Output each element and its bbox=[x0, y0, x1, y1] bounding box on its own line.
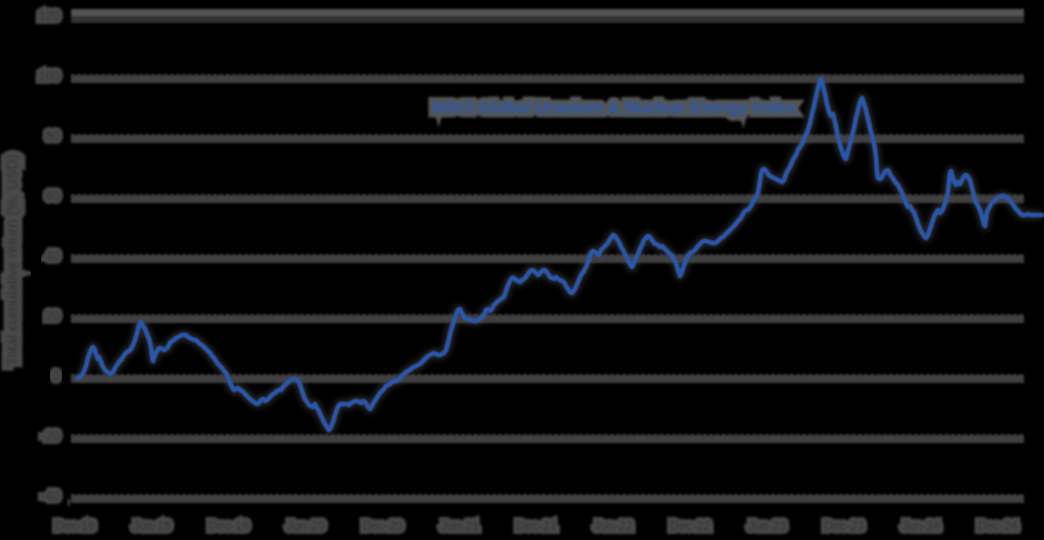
svg-text:-40: -40 bbox=[41, 489, 59, 503]
svg-text:60: 60 bbox=[46, 189, 60, 203]
svg-text:Jun-24: Jun-24 bbox=[902, 519, 940, 533]
svg-text:20: 20 bbox=[46, 309, 60, 323]
svg-text:Dec-20: Dec-20 bbox=[362, 519, 402, 533]
svg-text:Jun-22: Jun-22 bbox=[594, 519, 632, 533]
svg-text:Dec-24: Dec-24 bbox=[978, 519, 1018, 533]
svg-text:100: 100 bbox=[39, 69, 60, 83]
svg-text:MSCI Global Uranium & Nuclear: MSCI Global Uranium & Nuclear Energy Ind… bbox=[432, 98, 797, 117]
svg-text:Jun-23: Jun-23 bbox=[748, 519, 786, 533]
svg-text:Dec-23: Dec-23 bbox=[824, 519, 864, 533]
svg-text:Dec-21: Dec-21 bbox=[516, 519, 556, 533]
svg-text:Jun-22: Jun-22 bbox=[594, 519, 632, 533]
svg-text:Dec-19: Dec-19 bbox=[209, 519, 249, 533]
svg-text:40: 40 bbox=[46, 249, 60, 263]
svg-text:20: 20 bbox=[46, 309, 60, 323]
svg-text:40: 40 bbox=[46, 249, 60, 263]
svg-text:Dec-23: Dec-23 bbox=[824, 519, 864, 533]
svg-text:Dec-24: Dec-24 bbox=[978, 519, 1018, 533]
svg-text:80: 80 bbox=[46, 129, 60, 143]
svg-text:Jun-24: Jun-24 bbox=[902, 519, 940, 533]
svg-text:Total cumulative return (%, US: Total cumulative return (%, USD) bbox=[5, 154, 21, 365]
svg-text:Jun-21: Jun-21 bbox=[440, 519, 478, 533]
svg-text:Dec-22: Dec-22 bbox=[670, 519, 710, 533]
svg-text:120: 120 bbox=[39, 9, 60, 23]
svg-text:-20: -20 bbox=[41, 429, 59, 443]
svg-text:Jun-20: Jun-20 bbox=[287, 519, 325, 533]
svg-text:Jun-19: Jun-19 bbox=[133, 519, 171, 533]
svg-text:MSCI Global Uranium & Nuclear: MSCI Global Uranium & Nuclear Energy Ind… bbox=[432, 98, 797, 117]
svg-text:60: 60 bbox=[46, 189, 60, 203]
svg-text:Jun-23: Jun-23 bbox=[748, 519, 786, 533]
svg-text:120: 120 bbox=[39, 9, 60, 23]
svg-text:Dec-20: Dec-20 bbox=[362, 519, 402, 533]
svg-text:Dec-19: Dec-19 bbox=[209, 519, 249, 533]
svg-text:Jun-20: Jun-20 bbox=[287, 519, 325, 533]
svg-text:100: 100 bbox=[39, 69, 60, 83]
svg-text:Jun-19: Jun-19 bbox=[133, 519, 171, 533]
svg-text:-40: -40 bbox=[41, 489, 59, 503]
svg-text:0: 0 bbox=[53, 369, 60, 383]
svg-text:Dec-22: Dec-22 bbox=[670, 519, 710, 533]
svg-text:Dec-21: Dec-21 bbox=[516, 519, 556, 533]
svg-text:Dec-18: Dec-18 bbox=[55, 519, 95, 533]
svg-text:Jun-21: Jun-21 bbox=[440, 519, 478, 533]
svg-text:-20: -20 bbox=[41, 429, 59, 443]
svg-text:Dec-18: Dec-18 bbox=[55, 519, 95, 533]
svg-text:80: 80 bbox=[46, 129, 60, 143]
